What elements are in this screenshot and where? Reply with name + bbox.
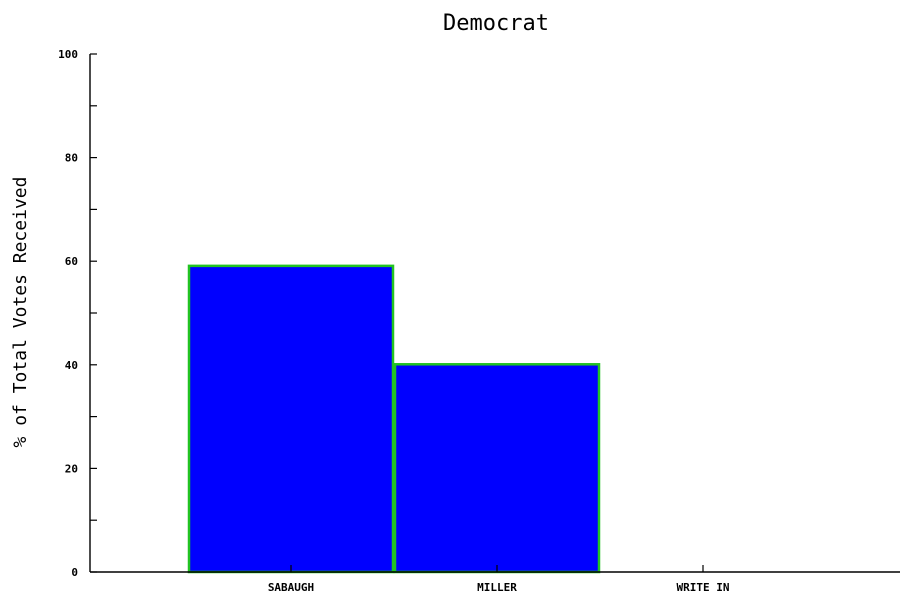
y-axis-label: % of Total Votes Received [10, 177, 31, 448]
y-tick-label-60: 60 [65, 255, 78, 268]
x-axis-ticks: SABAUGH MILLER WRITE IN [268, 565, 730, 594]
x-tick-label-sabaugh: SABAUGH [268, 581, 314, 594]
x-tick-label-write-in: WRITE IN [677, 581, 730, 594]
y-tick-label-20: 20 [65, 462, 78, 475]
y-tick-label-0: 0 [71, 566, 78, 579]
y-tick-label-100: 100 [58, 48, 78, 61]
x-tick-label-miller: MILLER [477, 581, 517, 594]
y-tick-label-40: 40 [65, 359, 78, 372]
y-axis-ticks: 0 20 40 60 80 100 [58, 48, 97, 579]
bar-miller [393, 363, 601, 574]
bar-sabaugh [187, 264, 395, 574]
y-tick-label-80: 80 [65, 152, 78, 165]
bars [187, 264, 601, 574]
chart-title: Democrat [443, 11, 549, 36]
